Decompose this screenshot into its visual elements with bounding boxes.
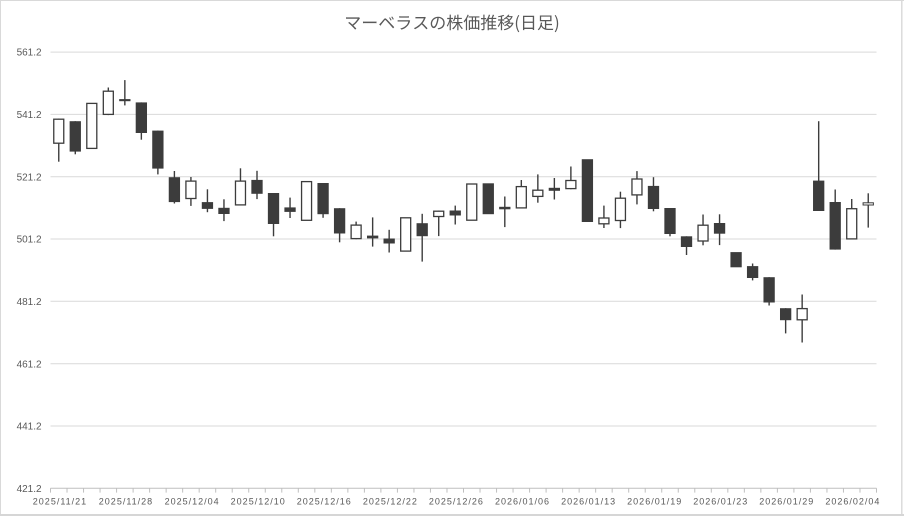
- svg-text:561.2: 561.2: [17, 48, 42, 59]
- svg-text:481.2: 481.2: [17, 297, 42, 308]
- svg-text:501.2: 501.2: [17, 235, 42, 246]
- svg-text:2025/12/16: 2025/12/16: [297, 496, 352, 506]
- svg-text:541.2: 541.2: [17, 110, 42, 121]
- svg-text:2025/11/21: 2025/11/21: [33, 496, 87, 506]
- svg-text:2025/12/04: 2025/12/04: [165, 496, 220, 506]
- svg-text:2026/01/23: 2026/01/23: [693, 496, 748, 506]
- svg-text:2026/02/04: 2026/02/04: [825, 496, 880, 506]
- svg-text:2026/01/06: 2026/01/06: [495, 496, 550, 506]
- svg-text:2026/01/19: 2026/01/19: [627, 496, 682, 506]
- svg-text:2026/01/13: 2026/01/13: [561, 496, 616, 506]
- svg-text:2025/11/28: 2025/11/28: [99, 496, 153, 506]
- svg-text:441.2: 441.2: [17, 422, 42, 433]
- svg-text:2025/12/22: 2025/12/22: [363, 496, 418, 506]
- svg-text:461.2: 461.2: [17, 359, 42, 370]
- svg-text:2025/12/26: 2025/12/26: [429, 496, 484, 506]
- svg-text:421.2: 421.2: [17, 484, 42, 495]
- svg-text:2025/12/10: 2025/12/10: [231, 496, 286, 506]
- svg-text:521.2: 521.2: [17, 172, 42, 183]
- svg-text:2026/01/29: 2026/01/29: [759, 496, 814, 506]
